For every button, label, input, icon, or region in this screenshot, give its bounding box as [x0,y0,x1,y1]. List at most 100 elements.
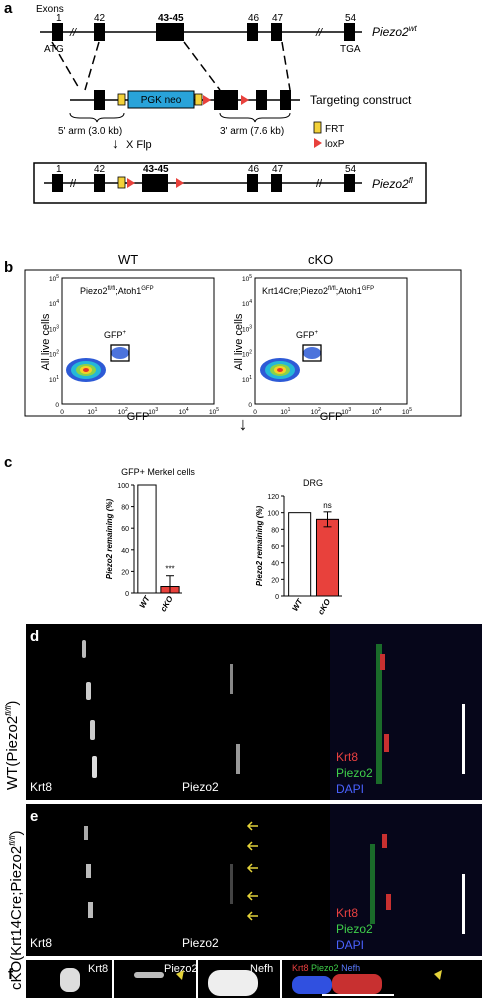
fl-frt [117,176,126,189]
fl-exon-43-45 [142,174,168,192]
flow-x-tick-label: 103 [148,407,158,416]
wt-gate [110,344,130,362]
panel-d-side-label: WT(Piezo2fl/fl) [4,700,21,790]
wt-exon-label-47: 47 [272,13,284,24]
wt-exon-label-1: 1 [56,13,62,24]
y-axis-label: Piezo2 remaining (%) [255,505,264,586]
fl-exon-label-54: 54 [345,164,357,175]
panel-f-merge-piezo2: Piezo2 [311,963,339,973]
fl-allele-name: Piezo2fl [372,176,413,191]
flow-y-tick-label: 105 [49,274,59,283]
flow-y-tick-label: 104 [242,299,252,308]
flow-x-tick-label: 104 [179,407,189,416]
panel-d-merge-dapi: DAPI [336,782,365,796]
loxp-legend-icon [314,138,322,148]
flow-x-tick-label: 0 [253,409,257,416]
panel-e-arrows [246,821,258,921]
fl-exon-label-43-45: 43-45 [143,164,169,175]
loxp-2 [241,95,249,105]
panel-f-arrowhead-piezo2 [176,970,184,980]
loxp-1 [203,95,211,105]
panel-a-diagram: Exons // // 1 42 43-45 46 47 54 ATG TGA … [33,4,427,204]
panel-f-scale-bar [322,994,394,996]
panel-f-piezo2-image [114,960,196,998]
flow-x-tick-label: 0 [60,409,64,416]
flow-x-tick-label: 101 [87,407,97,416]
fl-exon-label-46: 46 [248,164,260,175]
flow-x-tick-label: 102 [311,407,321,416]
wt-flow-plot: Piezo2fl/fl;Atoh1GFP GFP+ GFP All live c… [40,277,215,423]
flow-x-tick-label: 102 [118,407,128,416]
bar-wt [288,512,312,597]
y-tick-label: 100 [117,483,129,490]
arm5-brace [69,112,125,123]
y-axis-label: Piezo2 remaining (%) [105,498,114,579]
y-tick-label: 20 [121,569,129,576]
fl-exon-46 [247,174,258,192]
fl-loxp-2 [176,178,184,188]
fl-exon-label-47: 47 [272,164,284,175]
panel-f-images [26,960,482,998]
y-tick-label: 80 [121,505,129,512]
panel-d-krt8-image [26,624,176,800]
arm3-brace [219,112,291,123]
panel-d-images: d Krt8 Piezo2 Krt8 Piezo2 DAPI [26,624,482,800]
significance-label: ns [323,501,331,510]
construct-exon-43-45 [214,90,238,110]
wt-exon-label-42: 42 [94,13,106,24]
flow-x-tick-label: 105 [402,407,412,416]
panel-d-merge-piezo2: Piezo2 [336,766,373,780]
flow-y-tick-label: 0 [248,402,252,409]
panel-e-letter: e [30,808,39,825]
frt-1 [117,93,126,106]
pgk-neo-label: PGK neo [141,95,182,106]
y-tick-label: 80 [271,527,279,534]
wt-exon-1 [52,23,63,41]
panel-f-arrowhead-merge [434,970,442,980]
construct-exon-46 [256,90,267,110]
chart-title: GFP+ Merkel cells [121,467,195,477]
panel-d-piezo2-label: Piezo2 [182,780,219,794]
loxp-legend-label: loxP [325,139,345,150]
panel-e-piezo2-label: Piezo2 [182,936,219,950]
cko-ylabel: All live cells [233,313,245,370]
dash-left [51,41,81,91]
y-tick-label: 40 [121,548,129,555]
flow-y-tick-label: 0 [55,402,59,409]
exons-label: Exons [36,4,64,15]
panel-b-arrow: ↓ [239,414,248,434]
y-tick-label: 60 [271,544,279,551]
y-tick-label: 40 [271,561,279,568]
cko-gate-label: GFP+ [296,330,319,340]
flow-x-tick-label: 105 [209,407,219,416]
frt-legend-label: FRT [325,124,344,135]
atg-label: ATG [44,44,64,55]
flow-y-tick-label: 104 [49,299,59,308]
tga-label: TGA [340,44,361,55]
panel-b-flow: WT cKO Piezo2fl/fl;Atoh1GFP GFP+ GFP All… [24,252,462,434]
panel-b-frame [24,269,462,417]
arm3-label: 3' arm (7.6 kb) [220,126,284,137]
flow-x-tick-label: 104 [372,407,382,416]
x-tick-label: WT [290,597,305,613]
cko-flow-plot: Krt14Cre;Piezo2fl/fl;Atoh1GFP GFP+ GFP A… [233,277,408,423]
fl-break-1: // [70,178,77,190]
y-tick-label: 60 [121,526,129,533]
construct-exon-42 [94,90,105,110]
panel-f-krt8-label: Krt8 [88,963,109,975]
flp-arrow: ↓ [112,135,119,151]
fl-exon-label-1: 1 [56,164,62,175]
wt-exon-label-54: 54 [345,13,357,24]
panel-e-images: e Krt8 Piezo2 Krt8 Piezo2 DAPI [26,804,482,956]
cko-xlabel: GFP [320,411,343,423]
wt-break-1: // [69,27,77,39]
wt-exon-46 [247,23,258,41]
y-tick-label: 20 [271,577,279,584]
panel-f-letter: f [8,966,13,983]
cko-gate [302,344,322,362]
flow-y-tick-label: 102 [242,350,252,359]
chart-title: DRG [303,478,323,488]
flow-y-tick-label: 102 [49,350,59,359]
wt-genotype: Piezo2fl/fl;Atoh1GFP [80,286,154,296]
panel-e-merge-piezo2: Piezo2 [336,922,373,936]
